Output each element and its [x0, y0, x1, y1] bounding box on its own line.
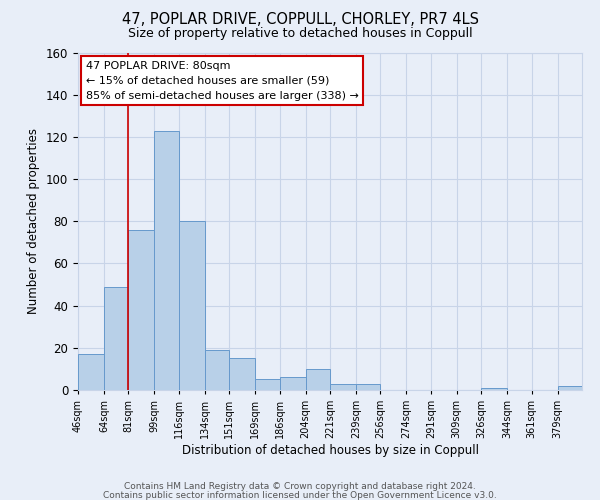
Bar — [205, 350, 229, 390]
Bar — [179, 221, 205, 390]
Bar — [356, 384, 380, 390]
Y-axis label: Number of detached properties: Number of detached properties — [28, 128, 40, 314]
Bar — [280, 378, 305, 390]
Text: 47 POPLAR DRIVE: 80sqm
← 15% of detached houses are smaller (59)
85% of semi-det: 47 POPLAR DRIVE: 80sqm ← 15% of detached… — [86, 61, 358, 100]
Text: Size of property relative to detached houses in Coppull: Size of property relative to detached ho… — [128, 28, 472, 40]
Bar — [255, 380, 280, 390]
Bar — [78, 354, 104, 390]
Bar — [330, 384, 356, 390]
Bar — [104, 286, 128, 390]
Bar — [305, 369, 330, 390]
Text: 47, POPLAR DRIVE, COPPULL, CHORLEY, PR7 4LS: 47, POPLAR DRIVE, COPPULL, CHORLEY, PR7 … — [121, 12, 479, 28]
Text: Contains public sector information licensed under the Open Government Licence v3: Contains public sector information licen… — [103, 490, 497, 500]
Bar — [128, 230, 154, 390]
Bar — [229, 358, 255, 390]
Bar — [154, 130, 179, 390]
Text: Contains HM Land Registry data © Crown copyright and database right 2024.: Contains HM Land Registry data © Crown c… — [124, 482, 476, 491]
Bar — [557, 386, 582, 390]
Bar — [481, 388, 507, 390]
X-axis label: Distribution of detached houses by size in Coppull: Distribution of detached houses by size … — [182, 444, 479, 457]
